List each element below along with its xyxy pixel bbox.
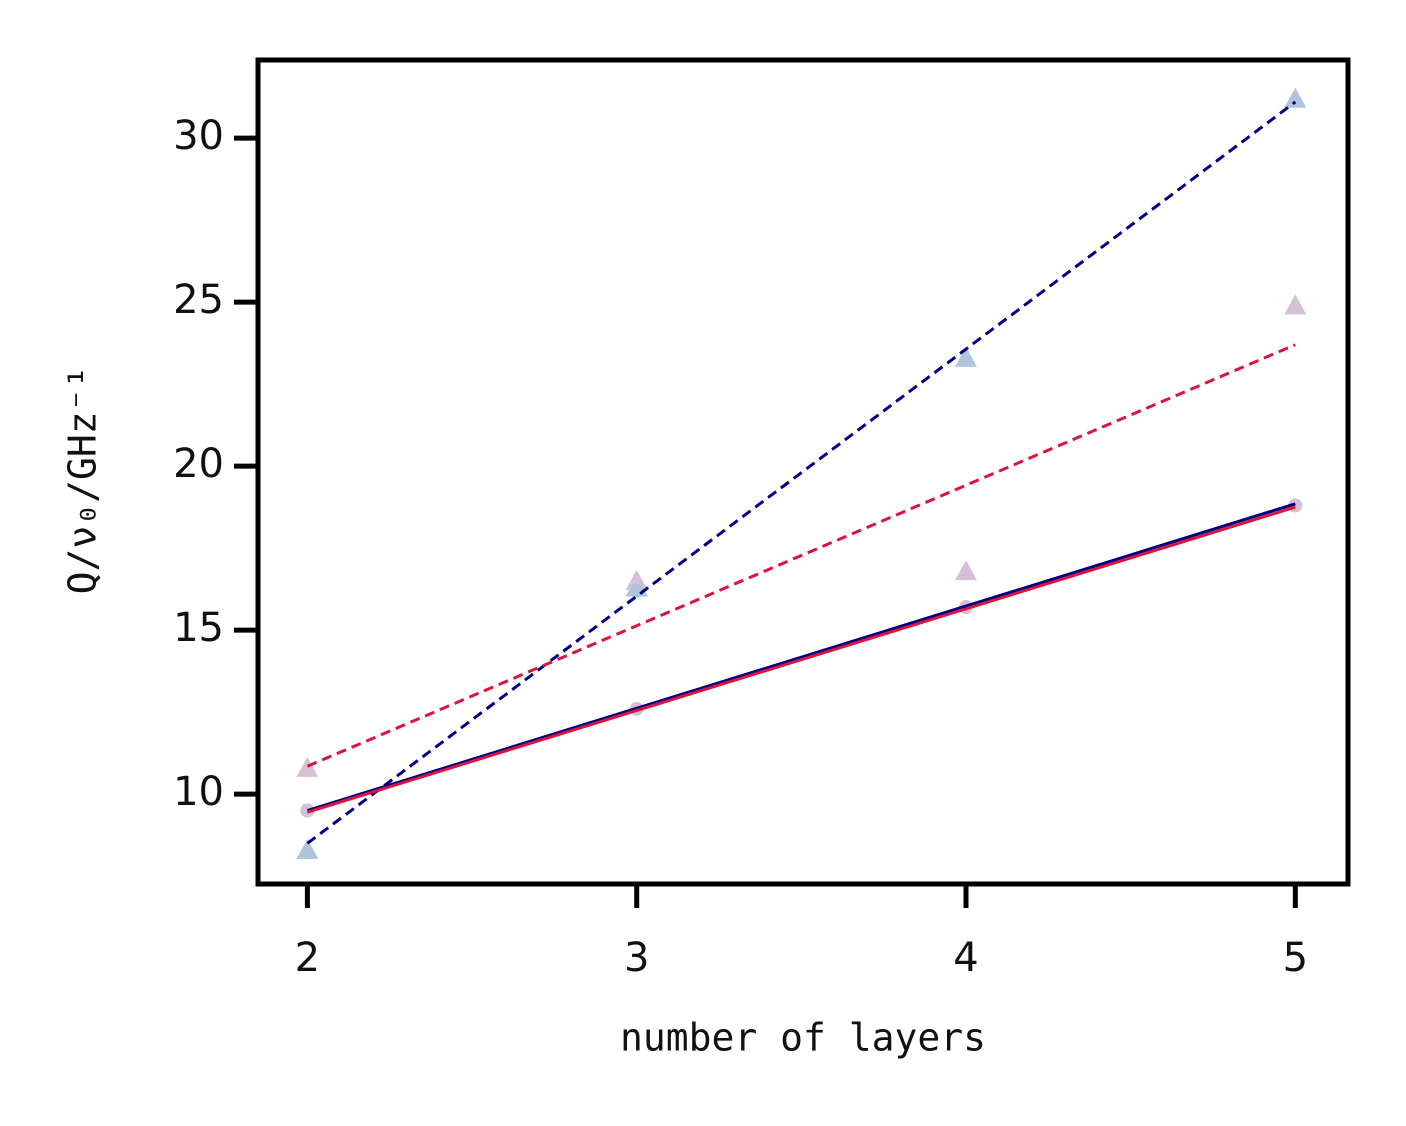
triangle-point (625, 569, 648, 590)
plot-frame (255, 57, 1351, 887)
fit-line (306, 343, 1296, 768)
x-tick-label: 2 (295, 935, 320, 981)
y-axis-label: Q/ν₀/GHz⁻¹ (61, 366, 105, 595)
fit-line (306, 100, 1297, 845)
triangle-point (296, 756, 319, 777)
fit-line (306, 502, 1296, 812)
y-tick-label: 20 (173, 441, 224, 487)
x-axis-label: number of layers (620, 1016, 986, 1060)
y-tick-label: 30 (173, 113, 224, 159)
x-tick-label: 5 (1283, 935, 1308, 981)
y-tick-label: 10 (173, 769, 224, 815)
x-tick-label: 4 (953, 935, 978, 981)
triangle-point (955, 560, 978, 581)
triangle-point (1284, 87, 1307, 108)
triangle-point (955, 346, 978, 367)
y-tick-label: 25 (173, 277, 224, 323)
fit-line (306, 505, 1296, 814)
circle-point (629, 583, 644, 598)
x-tick-label: 3 (624, 935, 649, 981)
triangle-point (296, 838, 319, 859)
y-tick-label: 15 (173, 605, 224, 651)
triangle-point (1284, 294, 1307, 315)
